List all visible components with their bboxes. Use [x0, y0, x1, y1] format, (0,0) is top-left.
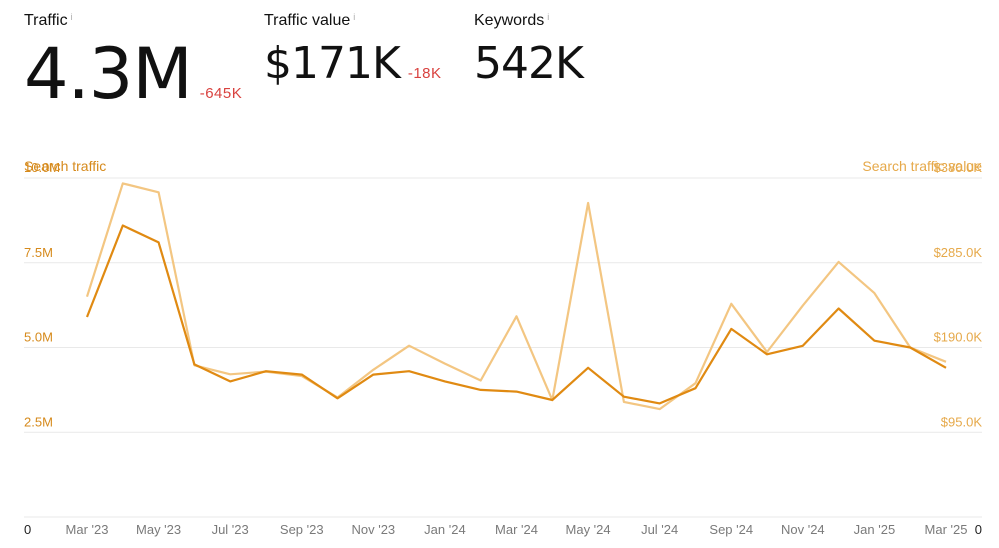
- info-icon[interactable]: i: [353, 12, 356, 22]
- search-traffic-value-line[interactable]: [85, 182, 947, 411]
- x-tick-label: Jan '25: [854, 522, 896, 537]
- left-tick-label: 0: [24, 522, 31, 537]
- x-tick-label: Mar '25: [925, 522, 968, 537]
- x-tick-label: May '23: [136, 522, 181, 537]
- x-tick-label: Mar '23: [66, 522, 109, 537]
- right-tick-label: $380.0K: [934, 160, 983, 175]
- right-tick-label: $190.0K: [934, 330, 983, 345]
- right-tick-label: $285.0K: [934, 245, 983, 260]
- x-tick-label: Sep '24: [709, 522, 753, 537]
- x-tick-label: Nov '23: [351, 522, 395, 537]
- x-tick-label: Sep '23: [280, 522, 324, 537]
- traffic-value-label: Traffic value: [264, 12, 351, 29]
- left-tick-label: 5.0M: [24, 330, 53, 345]
- left-tick-label: 7.5M: [24, 245, 53, 260]
- right-tick-label: $95.0K: [941, 414, 983, 429]
- traffic-value-value-row: $171K -18K: [264, 36, 442, 92]
- right-tick-label: 0: [975, 522, 982, 537]
- info-icon[interactable]: i: [547, 12, 550, 22]
- traffic-value-value: $171K: [264, 38, 401, 89]
- keywords-value: 542K: [474, 38, 584, 89]
- x-tick-label: Nov '24: [781, 522, 825, 537]
- x-tick-label: Jul '24: [641, 522, 678, 537]
- info-icon[interactable]: i: [70, 12, 73, 22]
- traffic-chart[interactable]: Search traffic Search traffic value 0 0 2.…: [0, 150, 999, 548]
- left-tick-label: 10.0M: [24, 160, 60, 175]
- right-axis-title: Search traffic value: [862, 158, 982, 174]
- search-traffic-line[interactable]: [85, 224, 947, 405]
- x-tick-label: Jul '23: [212, 522, 249, 537]
- grid: [24, 177, 982, 518]
- axis-ticks: 0 0 2.5M $95.0K 5.0M $190.0K 7.5M $285.0K 10.0M $…: [24, 160, 982, 537]
- left-tick-label: 2.5M: [24, 414, 53, 429]
- traffic-value-delta: -18K: [407, 65, 442, 82]
- traffic-value-label-row: Traffic value i: [264, 12, 442, 30]
- x-tick-label: Jan '24: [424, 522, 466, 537]
- series-lines: [85, 182, 947, 411]
- keywords-value-row: 542K: [474, 36, 584, 92]
- keywords-metric: Keywords i 542K: [474, 12, 584, 92]
- traffic-value-metric: Traffic value i $171K -18K: [264, 12, 442, 92]
- traffic-value-row: 4.3M -645K: [24, 34, 242, 114]
- x-tick-label: Mar '24: [495, 522, 538, 537]
- traffic-delta: -645K: [199, 85, 243, 102]
- keywords-label-row: Keywords i: [474, 12, 583, 30]
- traffic-value: 4.3M: [24, 33, 193, 115]
- x-tick-label: May '24: [566, 522, 611, 537]
- traffic-label-row: Traffic i: [24, 12, 242, 30]
- traffic-metric: Traffic i 4.3M -645K: [24, 12, 242, 114]
- keywords-label: Keywords: [474, 12, 545, 29]
- left-axis-title: Search traffic: [24, 158, 106, 174]
- traffic-label: Traffic: [24, 12, 68, 29]
